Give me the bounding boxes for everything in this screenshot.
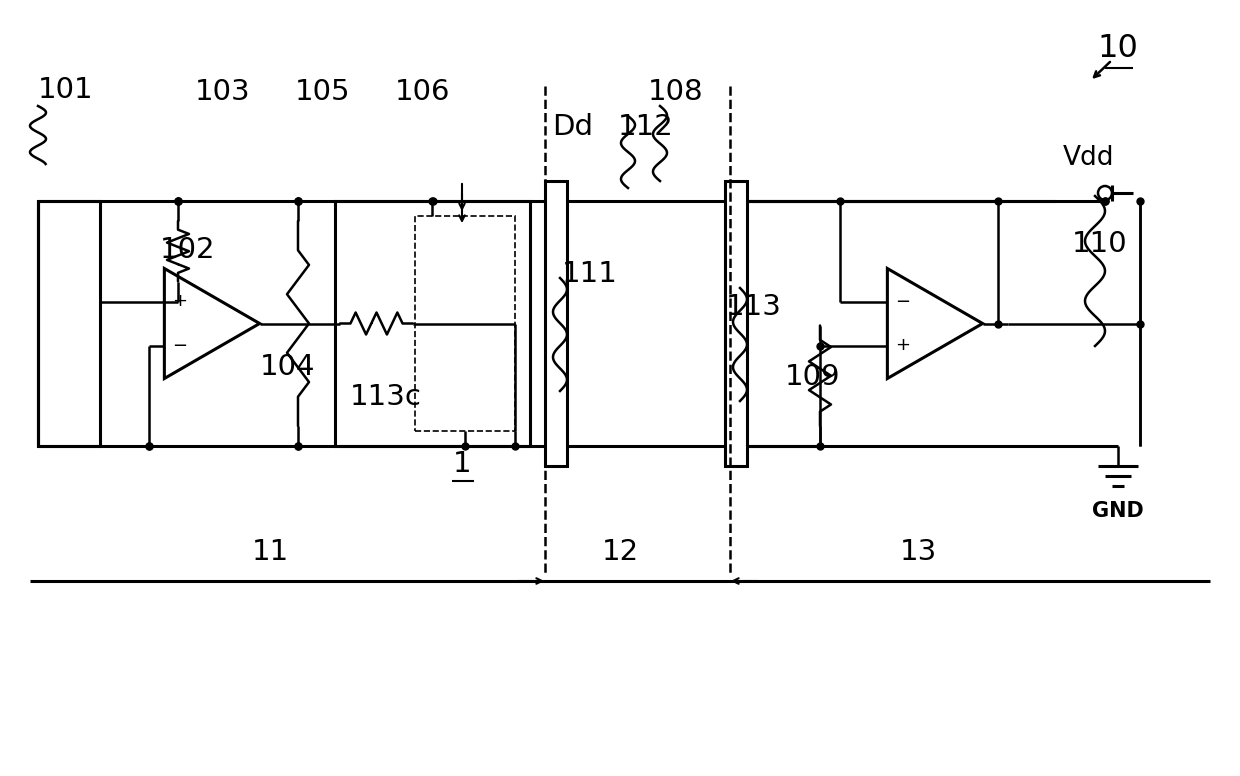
Text: 12: 12 xyxy=(601,538,639,566)
Text: 109: 109 xyxy=(785,363,841,391)
Text: 103: 103 xyxy=(195,78,250,106)
Text: 110: 110 xyxy=(1073,230,1127,258)
Text: 108: 108 xyxy=(649,78,703,106)
Text: 10: 10 xyxy=(1097,33,1138,64)
Text: 105: 105 xyxy=(295,78,351,106)
Text: Dd: Dd xyxy=(552,113,593,141)
Text: 101: 101 xyxy=(38,76,94,104)
Text: −: − xyxy=(895,293,910,310)
Text: 1: 1 xyxy=(453,450,471,478)
Bar xyxy=(415,216,515,431)
Text: 102: 102 xyxy=(160,236,216,264)
Text: +: + xyxy=(172,293,187,310)
Text: +: + xyxy=(895,337,910,355)
Text: 113c: 113c xyxy=(350,383,422,411)
Bar xyxy=(546,181,567,466)
Bar xyxy=(725,181,746,466)
Text: 13: 13 xyxy=(899,538,936,566)
Text: −: − xyxy=(172,337,187,355)
Text: 112: 112 xyxy=(618,113,673,141)
Text: 11: 11 xyxy=(252,538,289,566)
Bar xyxy=(38,201,100,446)
Text: GND: GND xyxy=(1092,501,1143,521)
Text: Vdd: Vdd xyxy=(1063,145,1115,171)
Text: 104: 104 xyxy=(260,353,315,381)
Text: 113: 113 xyxy=(725,293,782,321)
Bar xyxy=(335,201,529,446)
Text: 106: 106 xyxy=(396,78,450,106)
Text: 111: 111 xyxy=(562,260,618,288)
